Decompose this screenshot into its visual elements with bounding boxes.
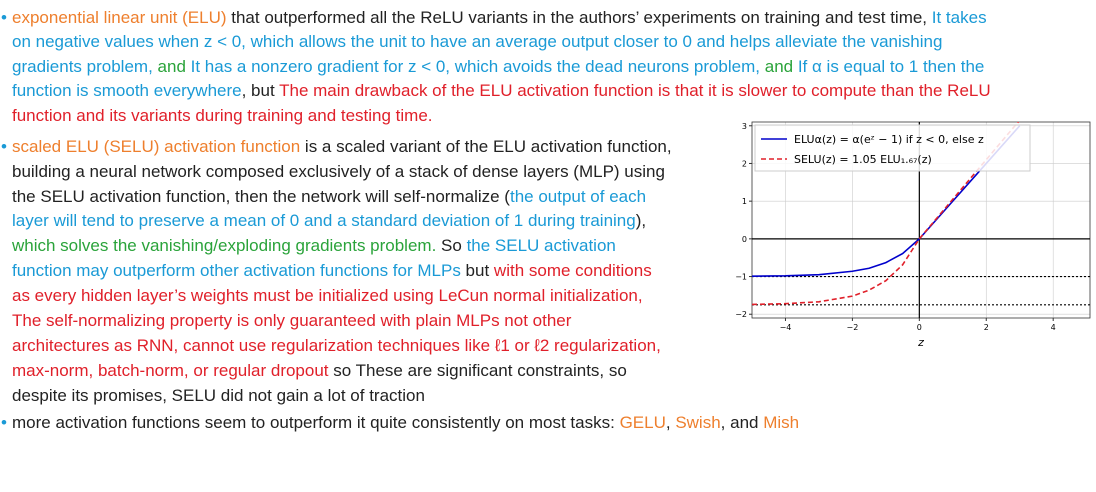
text-segment: which solves the vanishing/exploding gra… [12, 236, 437, 255]
text-segment: that outperformed all the ReLU variants … [226, 8, 932, 27]
text-segment: architectures as RNN, cannot use regular… [12, 336, 661, 355]
bullet: • [1, 137, 7, 156]
text-segment: building a neural network composed exclu… [12, 162, 665, 181]
text-segment: ), [635, 211, 647, 230]
text-segment: and [760, 57, 798, 76]
text-segment: It takes [931, 8, 987, 27]
text-segment: max-norm, batch-norm, or regular dropout [12, 361, 329, 380]
x-axis-label: z [917, 336, 924, 349]
text-segment: The self-normalizing property is only gu… [12, 311, 572, 330]
text-line: layer will tend to preserve a mean of 0 … [12, 211, 646, 231]
y-tick-label: −2 [735, 310, 747, 319]
x-tick-label: 0 [917, 323, 922, 332]
text-segment: is a scaled variant of the ELU activatio… [300, 137, 672, 156]
text-line: which solves the vanishing/exploding gra… [12, 236, 616, 256]
plot-frame [751, 121, 1091, 319]
legend-label: SELU(z) = 1.05 ELU₁.₆₇(z) [794, 153, 932, 166]
legend-label: ELUα(z) = α(eᶻ − 1) if z < 0, else z [794, 133, 984, 146]
text-segment: If α is equal to 1 then the [797, 57, 985, 76]
text-line: max-norm, batch-norm, or regular dropout… [12, 361, 627, 381]
series-line [752, 122, 1020, 306]
text-segment: on negative values when z < 0, which all… [12, 32, 943, 51]
x-tick-label: 2 [984, 323, 989, 332]
text-segment: but [460, 261, 494, 280]
text-segment: despite its promises, SELU did not gain … [12, 386, 425, 405]
text-segment: Mish [763, 413, 800, 432]
legend-box [754, 124, 1031, 172]
text-line: function may outperform other activation… [12, 261, 652, 281]
text-segment: scaled ELU (SELU) activation function [12, 137, 301, 156]
text-line: function and its variants during trainin… [12, 106, 433, 126]
text-line: as every hidden layer’s weights must be … [12, 286, 643, 306]
text-segment: The main drawback of the ELU activation … [279, 81, 991, 100]
text-line: The self-normalizing property is only gu… [12, 311, 571, 331]
chart: z −4 −2 0 2 4 −2 −1 0 1 2 3 ELUα(z) = α(eᶻ − 1) if … [735, 121, 1091, 349]
text-line: scaled ELU (SELU) activation function is… [12, 137, 672, 157]
plot-area [752, 122, 1021, 306]
text-line: exponential linear unit (ELU) that outpe… [12, 8, 987, 28]
text-segment: with some conditions [493, 261, 652, 280]
text-line: more activation functions seem to outper… [12, 413, 799, 433]
text-line: gradients problem, and It has a nonzero … [12, 57, 984, 77]
y-tick-label: 1 [742, 197, 747, 206]
text-line: function is smooth everywhere, but The m… [12, 81, 991, 101]
text-segment: , [665, 413, 676, 432]
text-segment: So [436, 236, 467, 255]
text-segment: Swish [675, 413, 721, 432]
text-segment: function may outperform other activation… [12, 261, 461, 280]
y-tick-label: −1 [735, 273, 747, 282]
series-line [752, 125, 1021, 277]
text-segment: , and [720, 413, 764, 432]
text-segment: layer will tend to preserve a mean of 0 … [12, 211, 636, 230]
text-segment: gradients problem, [12, 57, 153, 76]
text-segment: function is smooth everywhere [12, 81, 242, 100]
text-line: architectures as RNN, cannot use regular… [12, 336, 661, 356]
x-tick-label: 4 [1051, 323, 1056, 332]
text-segment: , but [241, 81, 280, 100]
text-segment: exponential linear unit (ELU) [12, 8, 227, 27]
text-line: on negative values when z < 0, which all… [12, 32, 942, 52]
y-tick-label: 3 [742, 122, 747, 131]
text-segment: as every hidden layer’s weights must be … [12, 286, 643, 305]
text-line: the SELU activation function, then the n… [12, 187, 646, 207]
text-segment: and [152, 57, 191, 76]
bullet: • [1, 413, 7, 432]
text-segment: the SELU activation [466, 236, 616, 255]
text-segment: so These are significant constraints, so [328, 361, 627, 380]
x-tick-label: −2 [846, 323, 858, 332]
text-segment: function and its variants during trainin… [12, 106, 433, 125]
y-tick-label: 0 [742, 235, 747, 244]
text-line: building a neural network composed exclu… [12, 162, 665, 182]
bullet: • [1, 8, 7, 27]
text-segment: the output of each [509, 187, 647, 206]
y-tick-label: 2 [742, 159, 747, 168]
text-segment: GELU [619, 413, 666, 432]
text-segment: more activation functions seem to outper… [12, 413, 620, 432]
x-tick-label: −4 [780, 323, 792, 332]
text-segment: the SELU activation function, then the n… [12, 187, 510, 206]
text-segment: It has a nonzero gradient for z < 0, whi… [190, 57, 761, 76]
text-line: despite its promises, SELU did not gain … [12, 386, 425, 406]
